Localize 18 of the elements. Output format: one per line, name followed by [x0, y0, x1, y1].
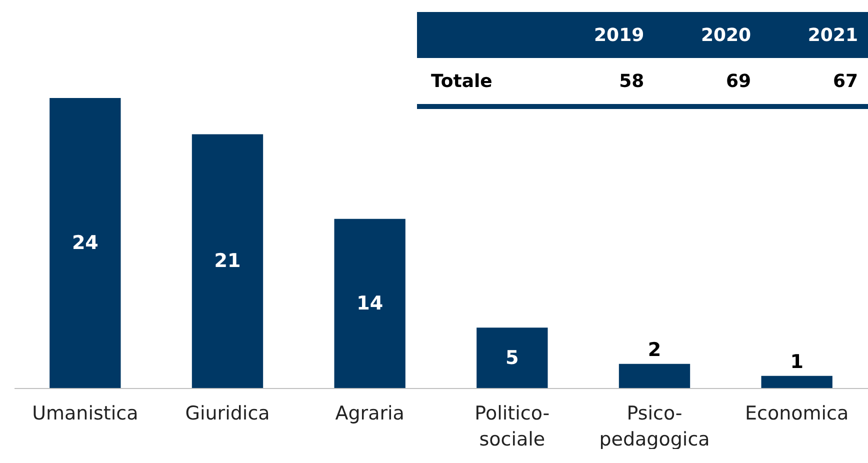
- text: 2021: [808, 24, 858, 46]
- text: 58: [619, 70, 644, 92]
- text: 2020: [700, 24, 752, 46]
- data-label: 24: [72, 232, 98, 254]
- data-label: 21: [214, 250, 241, 272]
- text: 2019: [594, 24, 644, 46]
- data-label: 1: [790, 350, 804, 373]
- x-tick-label: Agraria: [335, 402, 404, 424]
- text: 69: [726, 70, 752, 92]
- data-label: 2: [648, 338, 662, 361]
- data-label: 5: [506, 346, 519, 369]
- x-tick-label: Economica: [745, 402, 849, 424]
- data-label: 14: [356, 292, 384, 314]
- text: 67: [832, 70, 858, 92]
- x-tick-label: Umanistica: [32, 402, 138, 424]
- x-tick-label: Giuridica: [185, 402, 270, 424]
- text: Totale: [431, 70, 492, 92]
- x-tick-label: Politico-sociale: [474, 402, 550, 450]
